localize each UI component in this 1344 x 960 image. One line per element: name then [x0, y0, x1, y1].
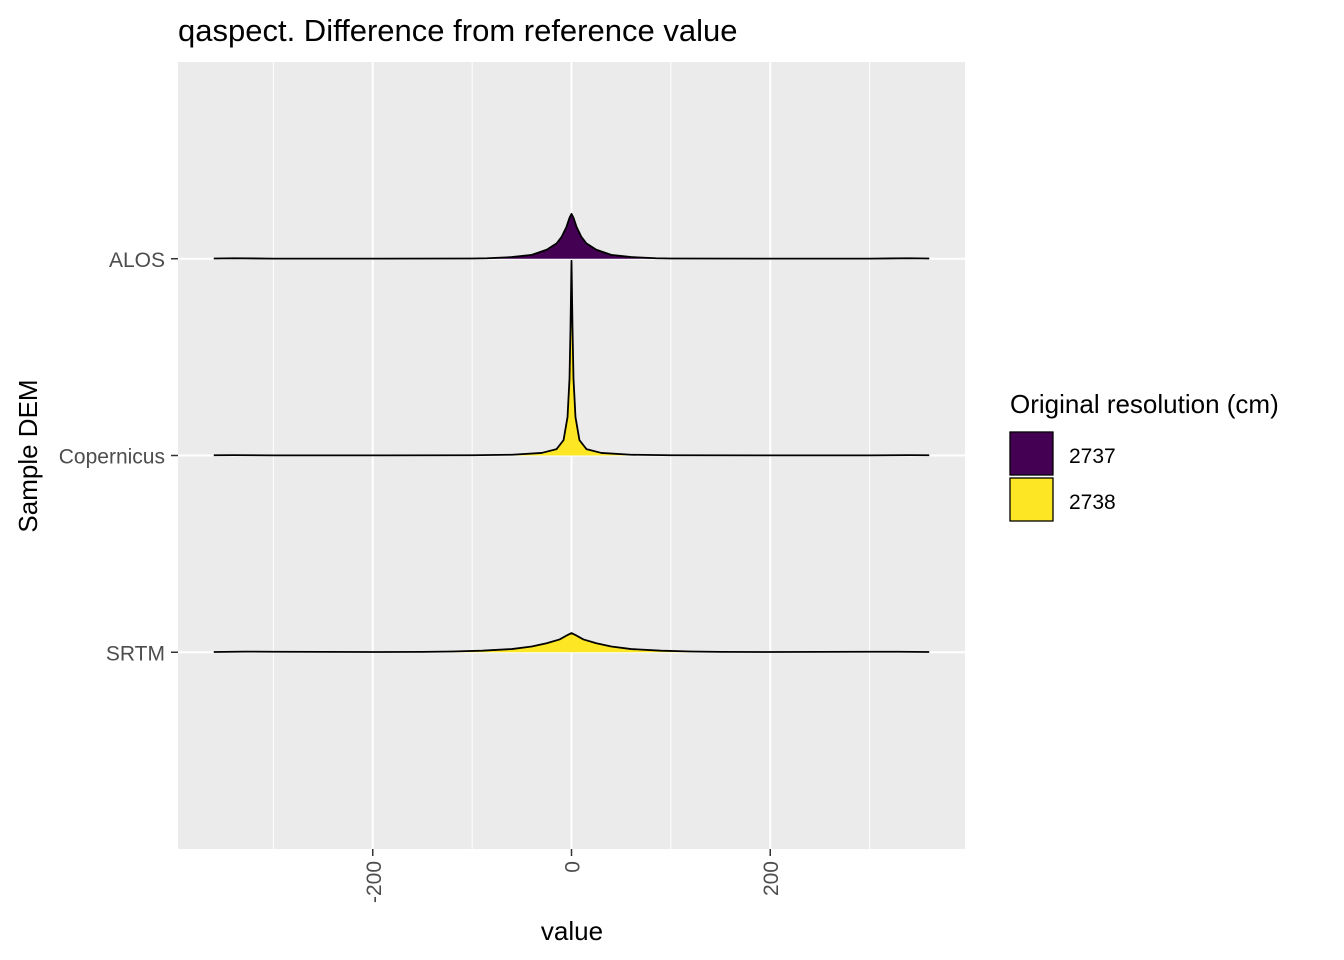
- legend-key-2737: [1009, 431, 1054, 476]
- x-tick-label: 0: [562, 861, 585, 873]
- ridge-line-copernicus: [213, 259, 930, 457]
- y-tick-label: SRTM: [106, 642, 165, 665]
- ridge-fill-alos: [213, 213, 930, 259]
- legend: Original resolution (cm) 2737 2738: [1009, 389, 1279, 522]
- density-ridges: [213, 213, 930, 653]
- y-tick-label: ALOS: [109, 249, 165, 272]
- legend-label-2738: 2738: [1069, 491, 1116, 514]
- x-axis-title: value: [541, 916, 603, 946]
- y-axis: ALOS Copernicus SRTM: [59, 249, 178, 665]
- ridge-fill-srtm: [213, 633, 930, 653]
- x-tick-label: 200: [760, 861, 783, 896]
- y-tick-label: Copernicus: [59, 446, 165, 469]
- ridge-line-alos: [213, 213, 930, 260]
- chart-title: qaspect. Difference from reference value: [178, 13, 737, 48]
- ridge-line-srtm: [213, 632, 930, 653]
- x-axis: -200 0 200: [363, 849, 783, 903]
- legend-title: Original resolution (cm): [1010, 389, 1279, 419]
- ridge-fill-copernicus: [213, 260, 930, 456]
- legend-key-2738: [1009, 477, 1054, 522]
- y-axis-title: Sample DEM: [13, 379, 43, 532]
- x-tick-label: -200: [363, 861, 386, 903]
- legend-label-2737: 2737: [1069, 445, 1116, 468]
